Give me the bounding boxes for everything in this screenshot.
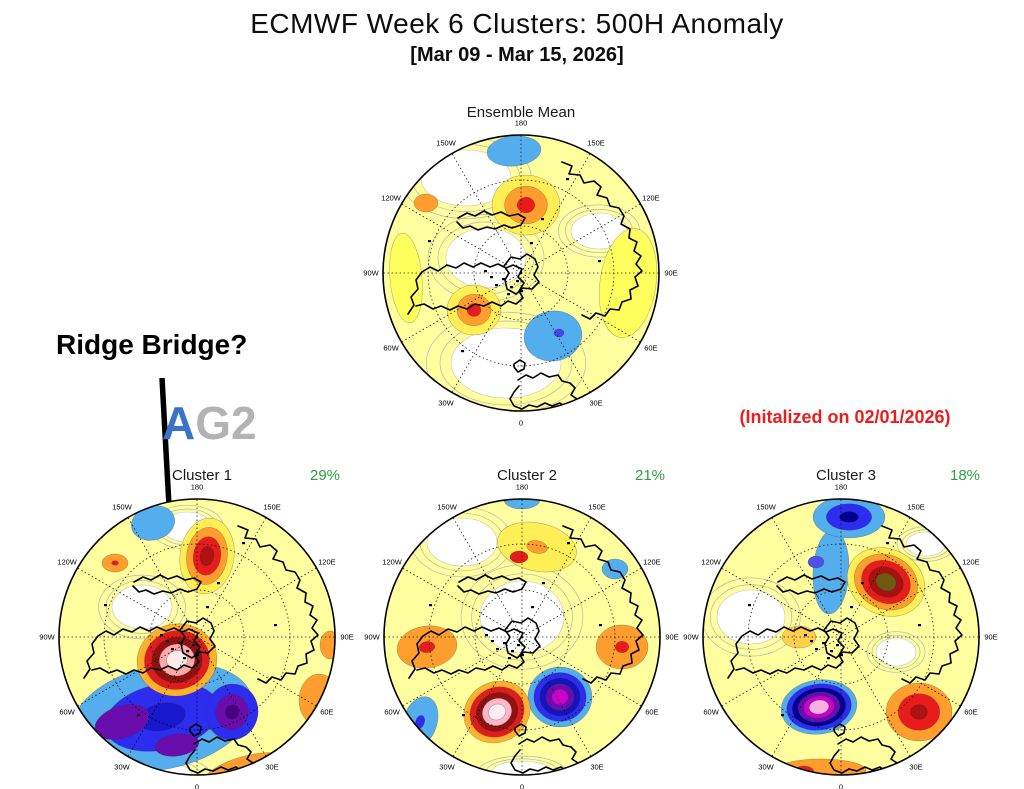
svg-text:0: 0 — [519, 419, 523, 428]
cluster-1-percent: 29% — [309, 467, 341, 484]
svg-text:120E: 120E — [318, 558, 336, 567]
svg-text:90W: 90W — [364, 633, 380, 642]
ensemble-mean-map: 180 150E 120E 90E 60E 30E 0 30W 60W 90W 120W 150W — [363, 118, 677, 428]
svg-text:30E: 30E — [590, 762, 603, 771]
initialized-note: (Initalized on 02/01/2026) — [739, 407, 951, 427]
svg-text:30W: 30W — [114, 762, 130, 771]
svg-text:60W: 60W — [59, 708, 75, 717]
svg-text:0: 0 — [195, 783, 199, 789]
svg-text:90W: 90W — [683, 633, 699, 642]
ag2-watermark: AG2 — [162, 400, 257, 446]
figure-date-range: [Mar 09 - Mar 15, 2026] — [410, 44, 624, 66]
svg-text:150E: 150E — [263, 503, 281, 512]
svg-text:150W: 150W — [437, 503, 458, 512]
svg-text:120W: 120W — [701, 558, 722, 567]
svg-text:120E: 120E — [643, 558, 661, 567]
svg-text:90W: 90W — [363, 269, 379, 278]
svg-text:90W: 90W — [39, 633, 55, 642]
svg-text:60E: 60E — [320, 708, 333, 717]
cluster-1-svg: 180 150E 120E 90E 60E 30E 0 30W 60W 90W 120W 150W — [39, 483, 353, 789]
svg-text:30W: 30W — [439, 762, 455, 771]
svg-text:30E: 30E — [589, 398, 602, 407]
svg-text:90E: 90E — [984, 633, 997, 642]
svg-text:60E: 60E — [644, 344, 657, 353]
svg-text:150W: 150W — [436, 139, 457, 148]
ensemble-mean-label: Ensemble Mean — [466, 104, 576, 121]
ensemble-mean-svg: 180 150E 120E 90E 60E 30E 0 30W 60W 90W 120W 150W — [363, 119, 677, 428]
figure-title: ECMWF Week 6 Clusters: 500H Anomaly — [250, 8, 784, 39]
svg-text:180: 180 — [516, 483, 529, 492]
svg-text:30W: 30W — [438, 398, 454, 407]
svg-text:60W: 60W — [703, 708, 719, 717]
svg-text:0: 0 — [520, 783, 524, 789]
cluster-2-map: 180 150E 120E 90E 60E 30E 0 30W 60W 90W 120W 150W — [364, 482, 678, 789]
cluster-2-percent: 21% — [634, 467, 666, 484]
ridge-bridge-annotation: Ridge Bridge? — [56, 329, 248, 360]
svg-text:150E: 150E — [588, 503, 606, 512]
watermark-letter-a: A — [162, 397, 196, 449]
watermark-letters-g2: G2 — [195, 397, 257, 449]
svg-text:120E: 120E — [642, 194, 660, 203]
cluster-3-percent: 18% — [949, 467, 981, 484]
svg-text:180: 180 — [191, 483, 204, 492]
svg-text:90E: 90E — [665, 633, 678, 642]
cluster-3-map: 180 150E 120E 90E 60E 30E 0 30W 60W 90W 120W 150W — [683, 482, 997, 789]
svg-text:150W: 150W — [112, 503, 133, 512]
svg-text:60W: 60W — [383, 344, 399, 353]
cluster-2-svg: 180 150E 120E 90E 60E 30E 0 30W 60W 90W 120W 150W — [364, 483, 678, 789]
cluster-3-label: Cluster 3 — [815, 467, 877, 484]
svg-text:90E: 90E — [340, 633, 353, 642]
svg-text:60E: 60E — [645, 708, 658, 717]
svg-text:150E: 150E — [587, 139, 605, 148]
svg-text:30E: 30E — [265, 762, 278, 771]
cluster-2-label: Cluster 2 — [496, 467, 558, 484]
svg-text:0: 0 — [839, 783, 843, 789]
svg-text:120W: 120W — [57, 558, 78, 567]
svg-text:120W: 120W — [381, 194, 402, 203]
cluster-1-map: 180 150E 120E 90E 60E 30E 0 30W 60W 90W 120W 150W — [39, 482, 353, 789]
svg-text:60W: 60W — [384, 708, 400, 717]
svg-text:60E: 60E — [964, 708, 977, 717]
svg-text:120W: 120W — [382, 558, 403, 567]
svg-text:90E: 90E — [664, 269, 677, 278]
svg-text:30W: 30W — [758, 762, 774, 771]
svg-text:120E: 120E — [962, 558, 980, 567]
cluster-1-label: Cluster 1 — [171, 467, 233, 484]
svg-text:150E: 150E — [907, 503, 925, 512]
svg-text:150W: 150W — [756, 503, 777, 512]
cluster-3-svg: 180 150E 120E 90E 60E 30E 0 30W 60W 90W 120W 150W — [683, 483, 997, 789]
svg-text:180: 180 — [515, 119, 528, 128]
svg-text:30E: 30E — [909, 762, 922, 771]
svg-text:180: 180 — [835, 483, 848, 492]
